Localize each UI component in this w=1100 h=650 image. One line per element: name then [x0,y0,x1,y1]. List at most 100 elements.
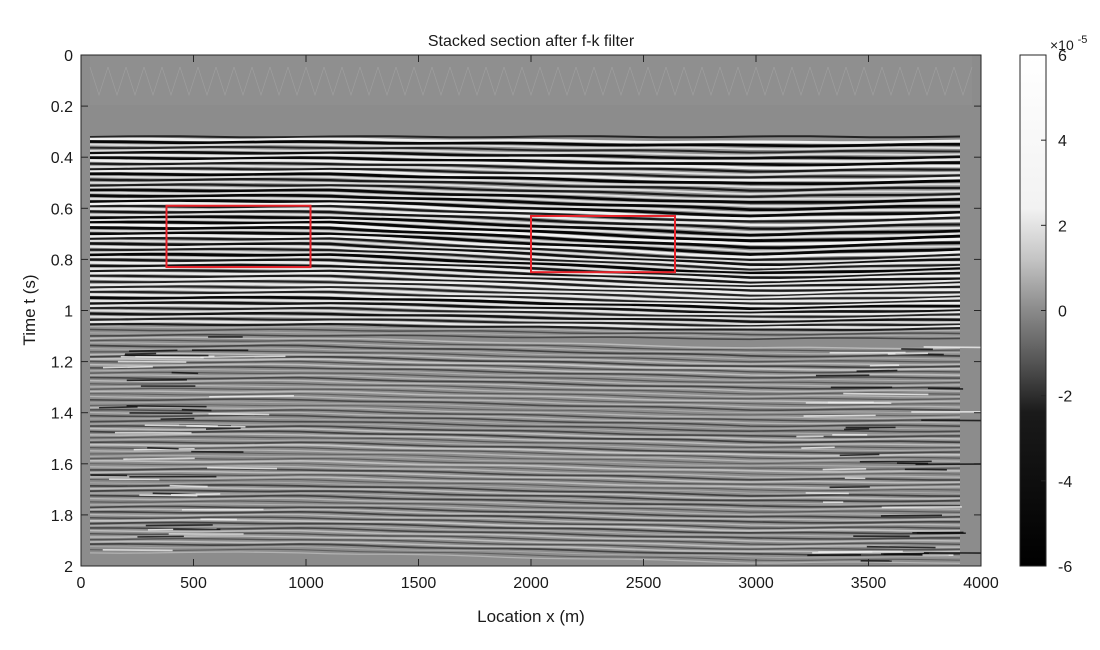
x-tick-label: 2500 [626,575,662,592]
reflector-line [89,177,960,192]
reflector-line [89,540,961,554]
reflector-line [89,158,961,170]
reflector-line [89,295,961,311]
reflector-line [89,486,961,500]
reflector-line [89,411,961,425]
reflector-line [89,344,961,358]
reflector-line [89,258,961,279]
reflector-line [89,290,961,305]
reflector-line [89,390,961,403]
reflector-line [89,167,961,179]
reflector-streak [186,425,246,428]
reflector-line [89,143,961,151]
noise-arc [125,66,145,96]
plot-area [80,54,982,567]
y-tick-label: 0.4 [51,150,73,167]
reflector-streak [843,392,929,396]
noise-arc [629,66,649,96]
reflector-line [89,172,961,185]
noise-zone [90,55,972,105]
reflector-streak [856,369,898,373]
y-axis-label: Time t (s) [20,274,39,345]
colorbar-exponent: ×10 -5 [1050,34,1087,53]
reflector-line [89,326,960,334]
reflector-streak [139,494,198,497]
reflector-streak [169,484,208,488]
reflector-line [89,271,961,290]
colorbar-tick-label: -2 [1058,389,1072,406]
reflector-line [89,414,961,428]
reflector-line [89,449,961,462]
reflector-line [89,298,961,313]
reflector-line [89,183,961,198]
reflector-line [89,516,961,530]
noise-arc [665,66,685,96]
reflector-line [89,430,961,444]
reflector-line [89,317,961,328]
noise-arc [215,66,235,96]
reflector-line [89,218,961,240]
reflector-line [89,277,960,295]
noise-arc [737,66,757,96]
noise-arc [791,66,811,96]
noise-arc [557,66,577,96]
reflector-line [89,204,961,223]
reflector-line [89,387,961,401]
noise-arc [953,66,973,96]
x-axis: 0 500 1000 1500 2000 2500 3000 3500 4000 [77,55,999,592]
y-tick-label: 0.8 [51,252,73,269]
reflector-line [89,191,961,208]
reflector-line [89,393,961,406]
reflector-streak [147,447,179,450]
noise-arc [521,66,541,96]
reflector-line [89,465,961,478]
x-tick-label: 4000 [963,575,999,592]
noise-arc [827,66,847,96]
noise-arc [485,66,505,96]
x-tick-label: 3500 [851,575,887,592]
reflector-line [89,236,961,262]
reflector-line [89,320,961,329]
reflector-streak [869,364,900,367]
reflector-line [89,285,961,301]
noise-arc [935,66,955,96]
reflector-line [89,339,961,352]
reflector-line [89,476,961,489]
reflector-line [89,140,961,148]
x-tick-label: 500 [180,575,207,592]
x-tick-label: 0 [77,575,86,592]
noise-arc [755,66,775,96]
colorbar-tick-label: 4 [1058,133,1067,150]
x-axis-label: Location x (m) [477,607,585,626]
noise-arc [683,66,703,96]
reflector-line [89,379,961,393]
noise-arc [701,66,721,96]
reflector-line [89,419,961,433]
noise-arc [539,66,559,96]
noise-arc [845,66,865,96]
noise-arc [197,66,217,96]
reflector-line [89,438,961,452]
reflector-line [89,479,961,492]
reflector-line [89,242,961,267]
reflector-line [89,535,961,548]
noise-arc [899,66,919,96]
reflector-line [89,452,961,465]
noise-arc [449,66,469,96]
noise-arc [161,66,181,96]
noise-arc [341,66,361,96]
reflector-line [89,186,961,201]
annotation-rectangle [165,204,312,269]
reflector-line [89,433,961,446]
noise-arc [143,66,163,96]
reflector-line [89,309,961,321]
reflector-streak [145,524,213,527]
reflector-line [89,274,961,292]
y-tick-label: 1.4 [51,406,73,423]
reflector-line [89,352,961,366]
reflector-streak [927,387,964,390]
reflector-line [89,403,961,417]
reflector-line [89,304,961,316]
reflector-streak [803,414,876,417]
reflector-line [89,473,961,487]
